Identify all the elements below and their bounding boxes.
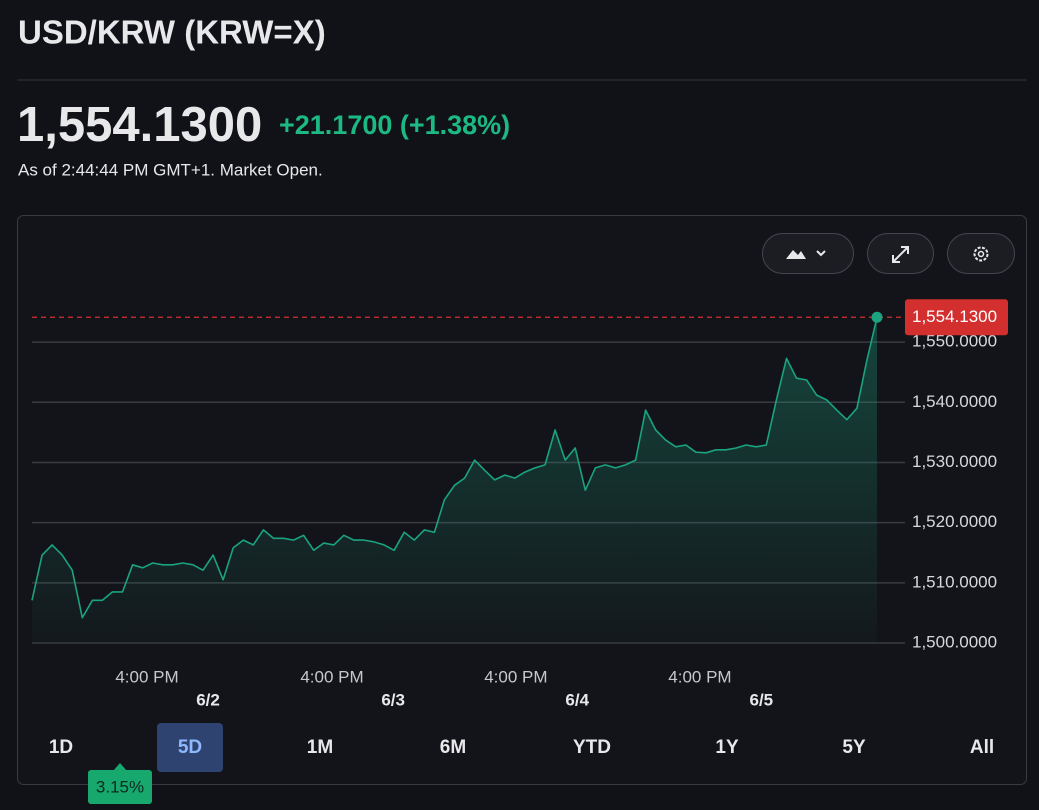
x-tick-label: 4:00 PM [484, 667, 547, 686]
range-button[interactable]: 1M [307, 737, 333, 758]
area [32, 317, 877, 643]
price: 1,554.1300 [17, 98, 262, 152]
line [31, 317, 878, 619]
range-button[interactable]: 1Y [715, 737, 739, 758]
reference-label-box [905, 299, 1008, 336]
x-tick-label: 4:00 PM [115, 667, 178, 686]
range-button[interactable]: All [970, 737, 994, 758]
x-date-label: 6/4 [565, 690, 589, 709]
x-date-label: 6/2 [196, 690, 220, 709]
range-button[interactable]: 5D [178, 737, 202, 758]
range-button[interactable]: YTD [573, 737, 611, 758]
reference-label: 1,554.1300 [912, 307, 997, 326]
x-date-label: 6/5 [749, 690, 773, 709]
chart-type-button[interactable] [762, 233, 854, 274]
price-change: +21.1700 (+1.38%) [279, 110, 510, 140]
range-selected-bg [157, 723, 223, 772]
x-tick-label: 4:00 PM [668, 667, 731, 686]
x-tick-label: 4:00 PM [300, 667, 363, 686]
range-button[interactable]: 6M [440, 737, 466, 758]
last-point [871, 311, 883, 323]
y-tick-label: 1,500.0000 [912, 632, 997, 651]
settings-button[interactable] [947, 233, 1015, 274]
tooltip-text: 3.15% [96, 777, 144, 796]
y-tick-label: 1,520.0000 [912, 512, 997, 531]
x-date-label: 6/3 [381, 690, 405, 709]
y-tick-label: 1,510.0000 [912, 572, 997, 591]
page-title: USD/KRW (KRW=X) [18, 14, 326, 51]
tooltip-arrow [113, 763, 127, 771]
expand-button[interactable] [867, 233, 934, 274]
y-tick-label: 1,540.0000 [912, 392, 997, 411]
tooltip-box [88, 770, 152, 804]
as-of: As of 2:44:44 PM GMT+1. Market Open. [18, 160, 323, 179]
range-button[interactable]: 1D [49, 737, 73, 758]
y-tick-label: 1,550.0000 [912, 332, 997, 351]
y-tick-label: 1,530.0000 [912, 452, 997, 471]
range-button[interactable]: 5Y [842, 737, 866, 758]
